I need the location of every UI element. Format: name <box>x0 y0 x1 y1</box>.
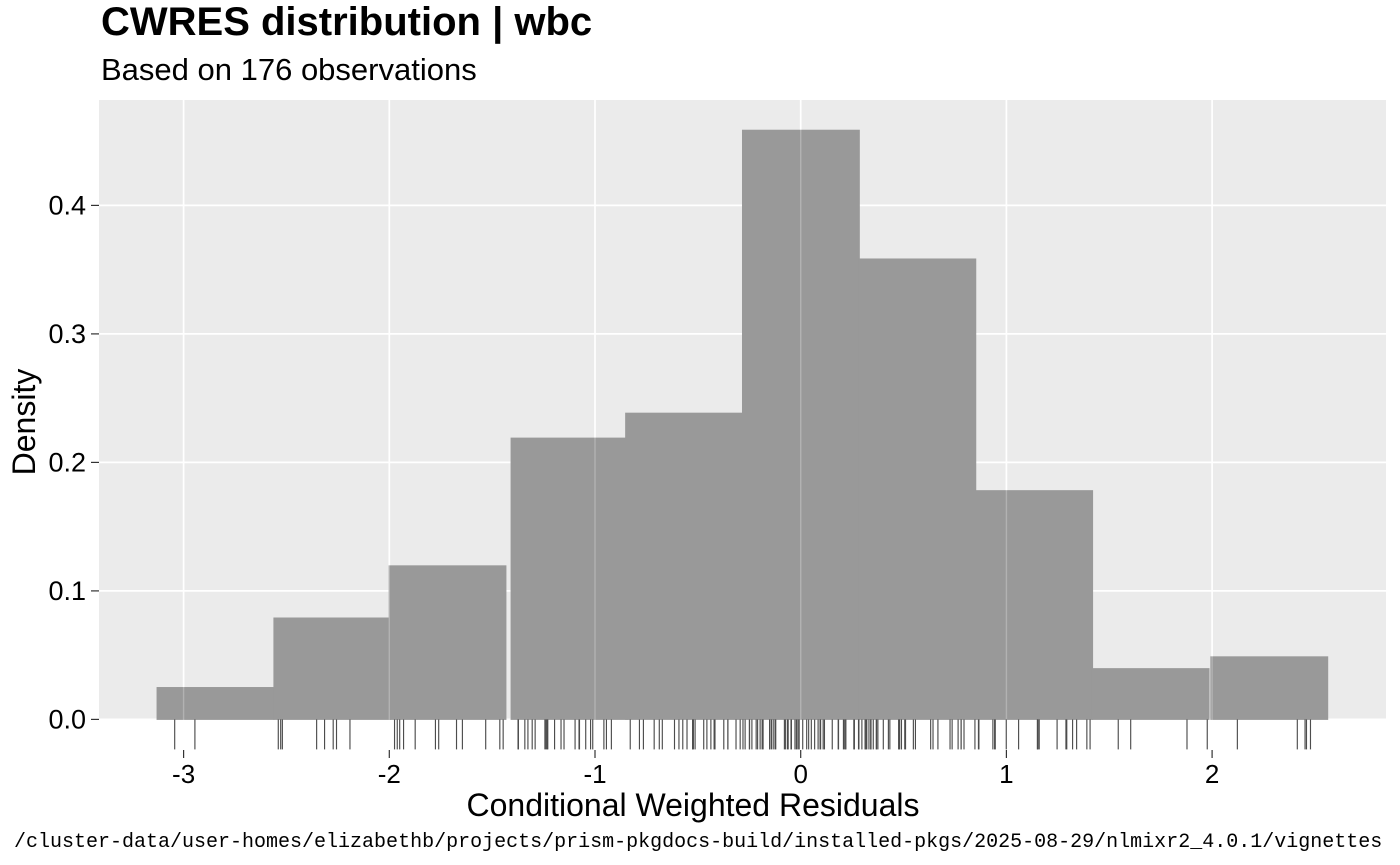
svg-text:1: 1 <box>999 759 1013 789</box>
svg-text:0.2: 0.2 <box>48 447 86 477</box>
svg-text:0.3: 0.3 <box>48 319 86 349</box>
svg-text:0.0: 0.0 <box>48 704 86 734</box>
svg-text:2: 2 <box>1205 759 1219 789</box>
svg-text:-2: -2 <box>378 759 401 789</box>
svg-text:0.4: 0.4 <box>48 190 86 220</box>
svg-text:-1: -1 <box>583 759 606 789</box>
svg-text:0.1: 0.1 <box>48 576 86 606</box>
svg-text:0: 0 <box>793 759 807 789</box>
svg-text:-3: -3 <box>172 759 195 789</box>
